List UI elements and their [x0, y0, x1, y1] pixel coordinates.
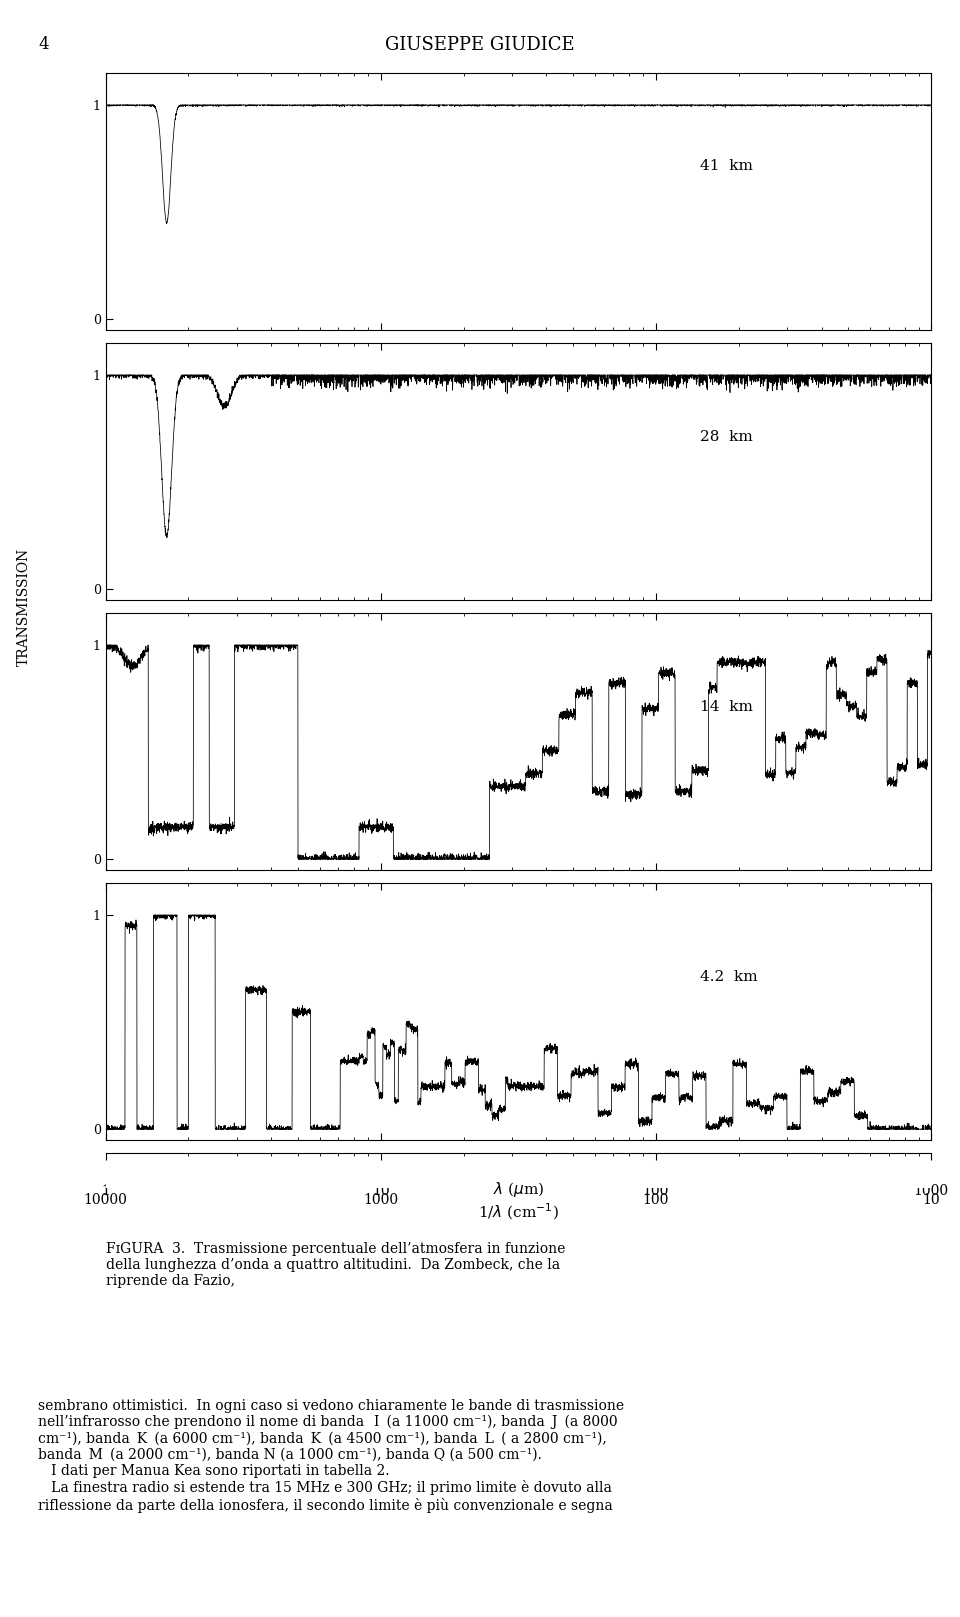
Text: 28  km: 28 km	[700, 430, 753, 443]
Text: sembrano ottimistici.  In ogni caso si vedono chiaramente le bande di trasmissio: sembrano ottimistici. In ogni caso si ve…	[38, 1399, 625, 1514]
Text: GIUSEPPE GIUDICE: GIUSEPPE GIUDICE	[385, 36, 575, 53]
Text: FɪGURA  3.  Trasmissione percentuale dell’atmosfera in funzione
della lunghezza : FɪGURA 3. Trasmissione percentuale dell’…	[106, 1242, 565, 1289]
Text: 1000: 1000	[914, 1184, 948, 1198]
Text: $\lambda$ ($\mu$m): $\lambda$ ($\mu$m)	[492, 1180, 544, 1200]
Text: 4: 4	[38, 36, 49, 53]
Text: 41  km: 41 km	[700, 160, 753, 173]
Text: 1: 1	[101, 1184, 110, 1198]
Text: 14  km: 14 km	[700, 700, 753, 713]
Text: 4.2  km: 4.2 km	[700, 970, 757, 983]
Text: 1/$\lambda$ (cm$^{-1}$): 1/$\lambda$ (cm$^{-1}$)	[478, 1201, 559, 1222]
Text: TRANSMISSION: TRANSMISSION	[17, 547, 31, 666]
Text: 100: 100	[643, 1184, 669, 1198]
Text: 10: 10	[372, 1184, 390, 1198]
